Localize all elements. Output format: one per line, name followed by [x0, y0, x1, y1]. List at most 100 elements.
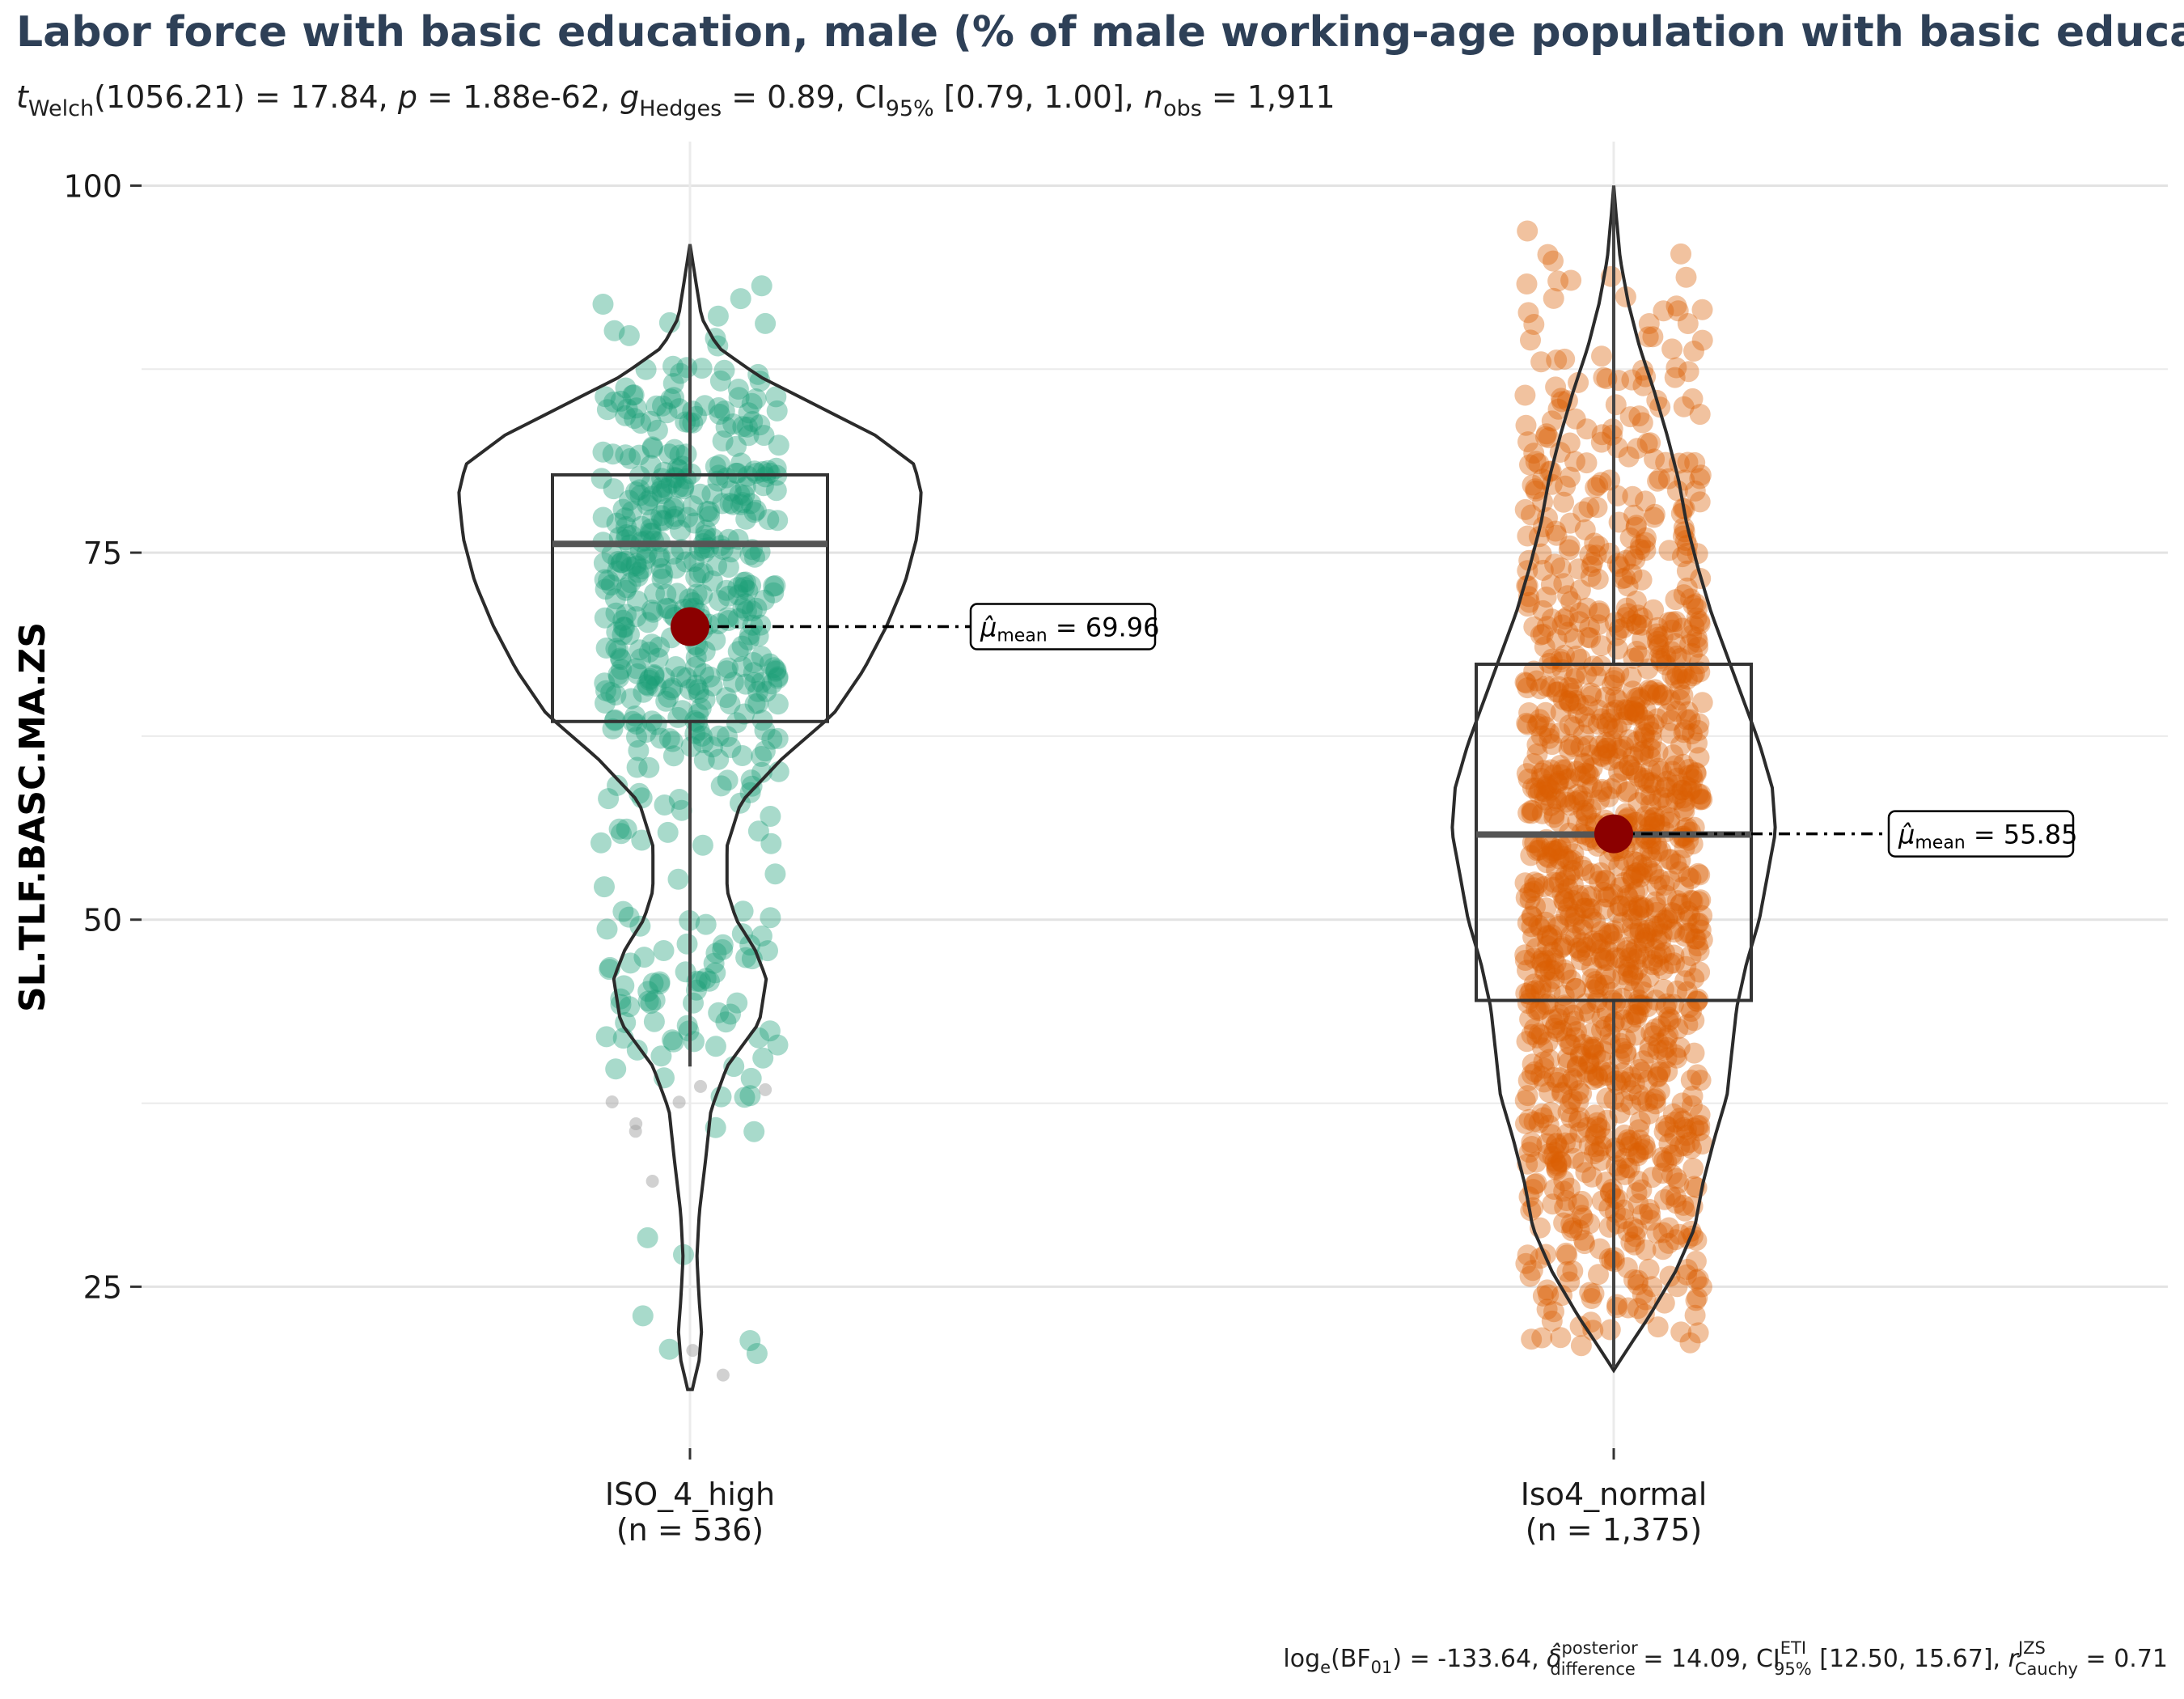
data-point [607, 640, 629, 661]
data-point [649, 481, 671, 502]
data-point [1572, 932, 1594, 954]
data-point [1524, 1018, 1545, 1040]
data-point [1612, 1061, 1634, 1083]
data-point [1613, 760, 1635, 782]
data-point [1657, 1232, 1679, 1254]
data-point [1545, 953, 1567, 974]
data-point [717, 726, 738, 748]
data-point [1674, 790, 1696, 812]
data-point [1687, 862, 1709, 884]
data-point [1606, 718, 1628, 739]
data-point [1522, 777, 1543, 799]
data-point [1589, 602, 1610, 624]
data-point [1560, 269, 1582, 291]
data-point [1666, 701, 1687, 722]
data-point [1600, 1182, 1622, 1204]
data-point [735, 947, 757, 968]
data-point [1648, 638, 1670, 659]
data-point [1540, 836, 1562, 858]
data-point [1573, 1230, 1595, 1252]
data-point [650, 557, 672, 579]
data-point [616, 818, 637, 840]
data-point [695, 968, 717, 989]
data-point [1545, 520, 1567, 542]
data-point [1671, 617, 1693, 639]
data-point [1657, 792, 1678, 814]
data-point [760, 907, 781, 929]
data-point [640, 993, 662, 1015]
data-point [1628, 1084, 1650, 1106]
data-point [1623, 1269, 1644, 1290]
data-point [1541, 842, 1562, 864]
data-point [1543, 947, 1565, 969]
data-point [1555, 870, 1577, 892]
data-point [1637, 326, 1659, 348]
data-point [1629, 1129, 1651, 1151]
points-ISO_4_high [590, 275, 789, 1382]
data-point [1585, 1044, 1606, 1066]
data-point [1675, 955, 1697, 977]
data-point [1670, 850, 1691, 871]
plot-area: μ̂mean = 69.96μ̂mean = 55.85 [457, 185, 2078, 1392]
data-point [744, 546, 765, 568]
data-point [1657, 703, 1678, 725]
data-point [625, 658, 647, 680]
data-point [1567, 784, 1588, 806]
data-point [1517, 677, 1539, 699]
data-point [1557, 833, 1579, 854]
y-tick-label: 75 [83, 536, 122, 571]
data-point [1587, 714, 1609, 735]
data-point [1591, 1060, 1613, 1082]
data-point [1661, 710, 1682, 731]
data-point [600, 681, 622, 703]
data-point [1677, 900, 1699, 922]
data-point [1682, 388, 1704, 409]
data-point [1611, 987, 1633, 1009]
data-point [1593, 898, 1615, 920]
data-point [1523, 616, 1545, 638]
data-point [1660, 953, 1682, 975]
data-point [1564, 791, 1586, 813]
data-point [726, 462, 747, 484]
data-point [1576, 884, 1598, 906]
data-point [616, 577, 637, 599]
data-point [649, 971, 671, 993]
data-point [1538, 427, 1560, 449]
data-point [1682, 833, 1704, 855]
data-point [1515, 982, 1537, 1004]
data-point [1528, 914, 1550, 936]
data-point [1580, 1036, 1602, 1058]
data-point [756, 680, 777, 702]
data-point [1687, 935, 1708, 957]
data-point [1568, 1219, 1590, 1241]
data-point [1667, 300, 1689, 322]
data-point [1622, 746, 1644, 768]
data-point [1514, 944, 1536, 966]
data-point [1606, 437, 1628, 458]
data-point [1615, 782, 1637, 803]
data-point [1581, 556, 1602, 577]
data-point [1540, 574, 1562, 595]
violin-Iso4_normal [1450, 185, 1777, 1374]
data-point [1669, 1136, 1691, 1157]
data-point [1610, 876, 1632, 898]
data-point [1532, 559, 1554, 581]
data-point [1514, 672, 1536, 693]
data-point [1671, 1092, 1693, 1114]
data-point [699, 501, 721, 523]
data-point [1638, 1103, 1660, 1125]
data-point [1533, 876, 1555, 897]
data-point [1627, 438, 1648, 460]
data-point [1570, 1335, 1592, 1357]
data-point [1667, 783, 1688, 805]
data-point [747, 693, 769, 714]
data-point [1606, 1188, 1628, 1210]
data-point [1651, 913, 1673, 934]
data-point [741, 775, 763, 797]
data-point [679, 679, 700, 701]
data-point [1548, 871, 1570, 893]
data-point [1550, 835, 1572, 857]
data-point [716, 1368, 730, 1382]
data-point [1611, 711, 1632, 733]
